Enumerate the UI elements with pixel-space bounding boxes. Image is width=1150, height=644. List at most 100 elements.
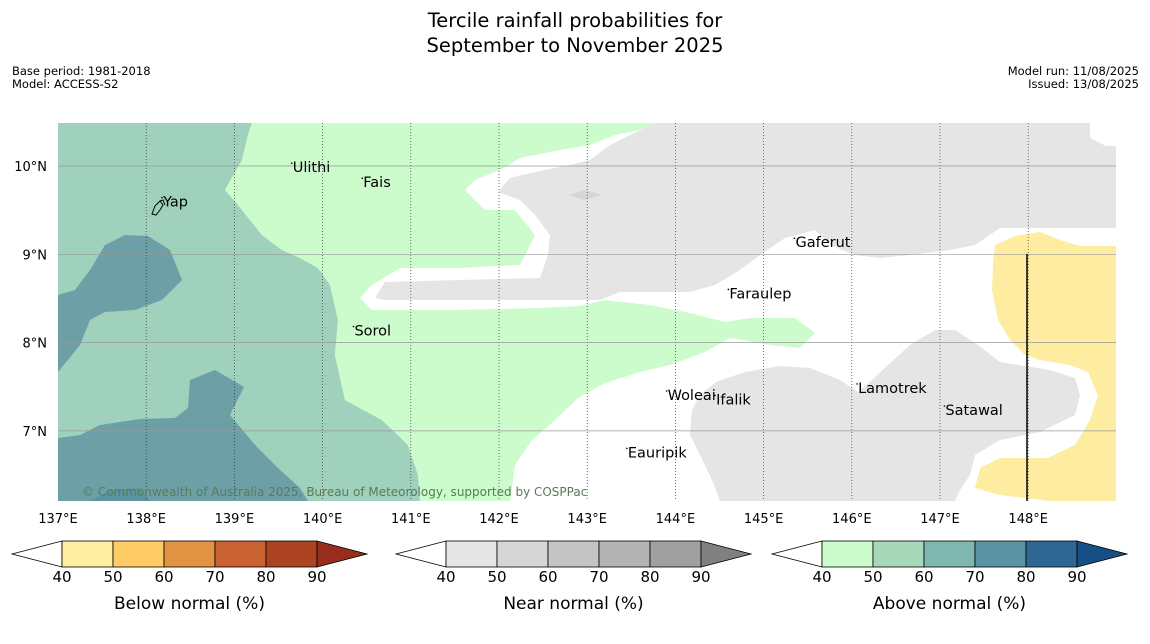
near-normal-shading-blob <box>568 190 602 200</box>
colorbar-tick-label: 40 <box>52 568 71 586</box>
model-run-date: Model run: 11/08/2025 <box>1007 64 1139 78</box>
latitude-tick-label: 8°N <box>23 337 48 352</box>
latitude-labels: 10°N 9°N 8°N 7°N <box>14 160 47 440</box>
yap-island-outline <box>151 199 166 216</box>
above-normal-40-50-region <box>225 123 815 501</box>
longitude-tick-label: 148°E <box>1008 512 1048 527</box>
near-normal-north-band <box>375 123 1116 300</box>
colorbar-title: Above normal (%) <box>873 594 1026 614</box>
colorbars: 40 50 60 70 80 90 Below normal (%) 40 50 60 70 80 90… <box>10 540 1129 614</box>
longitude-tick-label: 140°E <box>303 512 343 527</box>
island-label-lamotrek: Lamotrek <box>858 381 927 397</box>
island-label-eauripik: Eauripik <box>628 445 687 461</box>
colorbar-segment <box>445 540 498 568</box>
island-label-faraulep: Faraulep <box>729 286 791 302</box>
longitude-labels: 137°E 138°E 139°E 140°E 141°E 142°E 143°E 144°E… <box>38 512 1048 527</box>
island-marker <box>352 325 355 328</box>
colorbar-1: 40 50 60 70 80 90 Near normal (%) <box>394 540 753 614</box>
above-normal-60-70-southwest <box>58 370 308 501</box>
longitude-tick-label: 141°E <box>391 512 431 527</box>
colorbar-segment <box>163 540 216 568</box>
issued-date: Issued: 13/08/2025 <box>1028 77 1139 91</box>
near-normal-south-region <box>690 330 1080 501</box>
island-marker <box>161 196 163 199</box>
island-label-sorol: Sorol <box>354 324 391 340</box>
above-normal-70-80-patch <box>90 488 150 501</box>
colorbar-segment <box>265 540 318 568</box>
longitude-tick-label: 147°E <box>920 512 960 527</box>
colorbar-title: Near normal (%) <box>503 594 643 614</box>
colorbar-tick-label: 60 <box>154 568 173 586</box>
longitude-tick-label: 139°E <box>215 512 255 527</box>
parallel-lines <box>58 165 1116 432</box>
longitude-tick-label: 138°E <box>126 512 166 527</box>
title-line-1: Tercile rainfall probabilities for <box>427 9 723 32</box>
copyright-text: © Commonwealth of Australia 2025, Bureau… <box>82 485 587 499</box>
colorbar-tick-label: 70 <box>965 568 984 586</box>
colorbar-tick-label: 90 <box>307 568 326 586</box>
colorbar-segment <box>923 540 976 568</box>
colorbar-segment <box>1025 540 1078 568</box>
colorbar-0: 40 50 60 70 80 90 Below normal (%) <box>10 540 369 614</box>
colorbar-segment <box>821 540 874 568</box>
below-normal-40-50-region <box>975 232 1116 501</box>
colorbar-tick-label: 60 <box>538 568 557 586</box>
meridian-lines <box>145 123 1029 501</box>
latitude-tick-label: 9°N <box>23 248 48 263</box>
colorbar-tick-label: 60 <box>914 568 933 586</box>
island-label-woleai: Woleai <box>668 388 716 404</box>
title-line-2: September to November 2025 <box>426 34 724 57</box>
colorbar-tick-label: 50 <box>103 568 122 586</box>
colorbar-tick-label: 70 <box>589 568 608 586</box>
island-marker <box>665 390 668 392</box>
model-info: Base period: 1981-2018 Model: ACCESS-S2 <box>12 65 151 91</box>
run-info: Model run: 11/08/2025 Issued: 13/08/2025 <box>1008 65 1139 91</box>
longitude-tick-label: 145°E <box>744 512 784 527</box>
colorbar-tick-label: 80 <box>256 568 275 586</box>
colorbar-lower-extension <box>770 540 823 568</box>
colorbar-segment <box>112 540 165 568</box>
colorbar-upper-extension <box>700 540 753 568</box>
colorbar-upper-extension <box>316 540 369 568</box>
island-marker <box>793 237 796 240</box>
colorbar-lower-extension <box>394 540 447 568</box>
longitude-tick-label: 142°E <box>479 512 519 527</box>
above-normal-60-70-west <box>58 235 182 372</box>
island-label-ulithi: Ulithi <box>293 160 331 176</box>
island-label-gaferut: Gaferut <box>795 235 850 251</box>
island-marker <box>727 288 730 291</box>
colorbar-segment <box>496 540 549 568</box>
island-label-ifalik: Ifalik <box>716 392 751 408</box>
base-period: Base period: 1981-2018 <box>12 64 151 78</box>
longitude-tick-label: 137°E <box>38 512 78 527</box>
colorbar-tick-label: 70 <box>205 568 224 586</box>
colorbar-title: Below normal (%) <box>114 594 265 614</box>
island-labels: Yap Ulithi Fais Gaferut Faraulep Sorol Woleai I… <box>161 160 1003 461</box>
colorbar-tick-label: 90 <box>691 568 710 586</box>
colorbar-tick-label: 50 <box>487 568 506 586</box>
island-marker <box>943 405 946 407</box>
colorbar-tick-label: 80 <box>640 568 659 586</box>
colorbar-segment <box>872 540 925 568</box>
colorbar-segment <box>649 540 702 568</box>
island-marker <box>361 177 364 179</box>
colorbar-tick-label: 50 <box>863 568 882 586</box>
latitude-tick-label: 10°N <box>14 160 47 175</box>
colorbar-tick-label: 40 <box>436 568 455 586</box>
colorbar-upper-extension <box>1076 540 1129 568</box>
page-title: Tercile rainfall probabilities for Septe… <box>0 8 1150 58</box>
colorbar-tick-label: 80 <box>1016 568 1035 586</box>
island-label-yap: Yap <box>162 195 188 211</box>
colorbar-segment <box>598 540 651 568</box>
colorbar-segment <box>974 540 1027 568</box>
colorbar-2: 40 50 60 70 80 90 Above normal (%) <box>770 540 1129 614</box>
longitude-tick-label: 144°E <box>656 512 696 527</box>
colorbar-lower-extension <box>10 540 63 568</box>
model-name: Model: ACCESS-S2 <box>12 77 119 91</box>
island-marker <box>714 394 716 397</box>
island-label-satawal: Satawal <box>945 403 1002 419</box>
longitude-tick-label: 143°E <box>567 512 607 527</box>
island-marker <box>626 447 628 450</box>
longitude-tick-label: 146°E <box>832 512 872 527</box>
